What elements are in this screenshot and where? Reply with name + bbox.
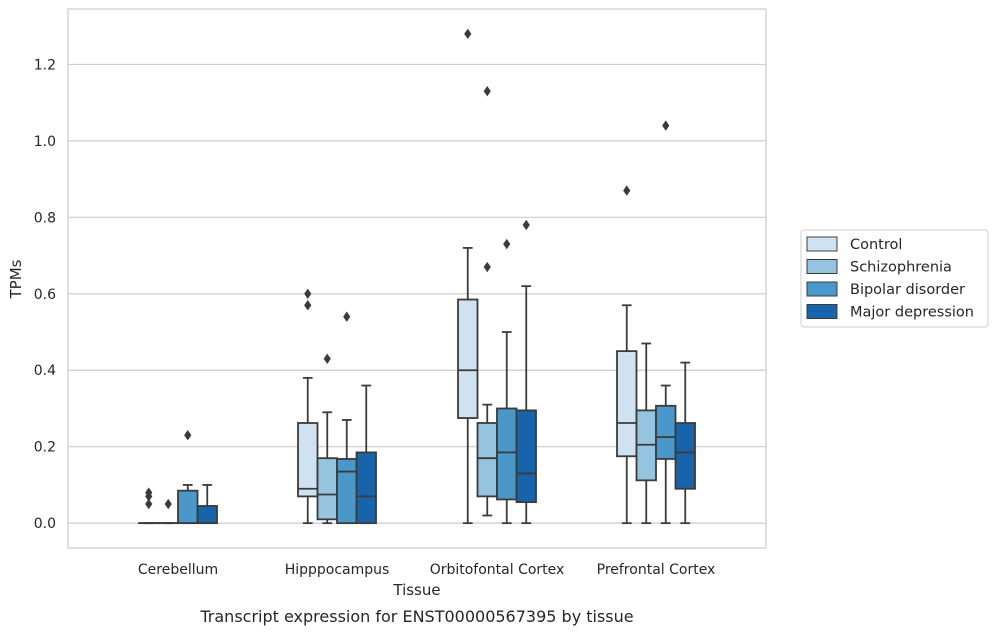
y-tick-label: 0.0: [34, 516, 56, 532]
box-prefrontal-cortex-bipolar-disorder: [655, 120, 677, 525]
outlier-point: [623, 185, 631, 196]
box-iqr: [336, 458, 358, 525]
boxes: [138, 28, 696, 525]
y-tick-labels: 0.0 0.2 0.4 0.6 0.8 1.0 1.2: [34, 57, 56, 532]
outlier-point: [304, 288, 312, 299]
box-hipppocampus-control: [297, 288, 319, 525]
y-tick-label: 0.6: [34, 287, 56, 303]
box-cerebellum-bipolar-disorder: [177, 430, 199, 525]
box-iqr: [616, 350, 638, 458]
x-axis-label: Tissue: [392, 581, 440, 599]
box-cerebellum-schizophrenia: [157, 498, 179, 525]
box-cerebellum-major-depression: [196, 484, 218, 525]
legend-swatch: [806, 304, 838, 319]
box-iqr: [316, 457, 338, 521]
box-orbitofontal-cortex-control: [457, 28, 479, 525]
legend-swatch: [806, 259, 838, 274]
box-hipppocampus-bipolar-disorder: [336, 311, 358, 525]
x-tick-label: Orbitofontal Cortex: [430, 562, 565, 578]
x-tick-label: Cerebellum: [138, 562, 218, 578]
box-cerebellum-control: [138, 487, 160, 525]
x-tick-label: Prefrontal Cortex: [597, 562, 716, 578]
box-iqr: [457, 298, 479, 419]
legend-swatch: [806, 236, 838, 252]
box-iqr: [655, 404, 677, 460]
outlier-point: [145, 498, 153, 510]
legend-entry-label: Major depression: [850, 305, 974, 321]
legend: Control Schizophrenia Bipolar disorder Majo…: [800, 229, 989, 328]
box-iqr: [674, 422, 696, 490]
outlier-point: [662, 120, 670, 131]
box-iqr: [196, 505, 218, 525]
legend-frame: [800, 229, 989, 328]
outlier-point: [323, 353, 331, 364]
outlier-point: [522, 219, 530, 231]
box-iqr: [476, 422, 498, 498]
box-prefrontal-cortex-control: [616, 185, 638, 525]
box-orbitofontal-cortex-bipolar-disorder: [496, 238, 518, 525]
y-tick-label: 0.8: [34, 210, 56, 226]
outlier-point: [483, 85, 491, 97]
plot-frame: [67, 8, 767, 549]
outlier-point: [343, 311, 351, 322]
gridlines: [68, 63, 766, 524]
y-tick-label: 0.4: [34, 363, 56, 379]
y-tick-label: 1.0: [34, 134, 56, 150]
x-tick-label: Hipppocampus: [285, 562, 390, 578]
y-tick-label: 1.2: [34, 57, 56, 73]
legend-entry-label: Control: [850, 237, 902, 253]
box-iqr: [515, 409, 537, 504]
box-iqr: [177, 489, 199, 525]
legend-entry-label: Bipolar disorder: [850, 282, 965, 298]
outlier-point: [464, 28, 472, 40]
outlier-point: [184, 430, 192, 441]
x-tick-labels: Cerebellum Hipppocampus Orbitofontal Corte…: [138, 562, 715, 578]
box-hipppocampus-major-depression: [355, 384, 377, 525]
box-orbitofontal-cortex-major-depression: [515, 219, 537, 525]
outlier-point: [145, 487, 153, 498]
box-hipppocampus-schizophrenia: [316, 353, 338, 525]
outlier-point: [503, 238, 511, 250]
box-iqr: [496, 407, 518, 501]
legend-entry-label: Schizophrenia: [850, 260, 952, 276]
y-axis-label: TPMs: [7, 259, 25, 299]
box-iqr: [355, 451, 377, 525]
y-tick-label: 0.2: [34, 440, 56, 456]
legend-swatch: [806, 281, 838, 297]
box-orbitofontal-cortex-schizophrenia: [476, 85, 498, 517]
box-prefrontal-cortex-major-depression: [674, 361, 696, 525]
outlier-point: [483, 261, 491, 273]
outlier-point: [164, 498, 172, 510]
chart-caption: Transcript expression for ENST0000056739…: [199, 607, 633, 626]
box-prefrontal-cortex-schizophrenia: [635, 342, 657, 525]
box-iqr: [297, 422, 319, 498]
outlier-point: [304, 300, 312, 311]
